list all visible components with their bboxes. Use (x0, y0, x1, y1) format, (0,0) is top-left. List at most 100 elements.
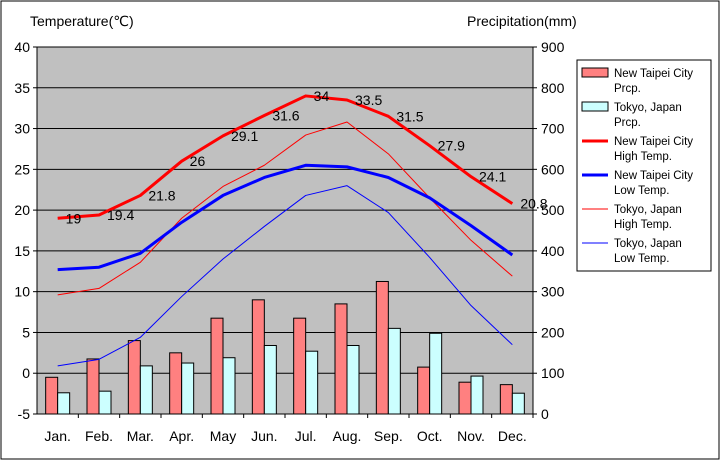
x-tick-label: Jun. (251, 428, 277, 444)
left-axis-title: Temperature(℃) (30, 13, 134, 29)
x-tick-label: Mar. (127, 428, 154, 444)
temp-line-0 (57, 94, 514, 220)
prcp-bar-0 (458, 381, 472, 415)
prcp-bar-0 (417, 366, 431, 415)
high-temp-label: 31.6 (272, 108, 299, 124)
legend-label: Tokyo, Japan (614, 204, 682, 216)
prcp-bar-0 (375, 280, 389, 415)
legend-swatch (581, 101, 609, 112)
legend-label: New Taipei City (614, 170, 693, 182)
high-temp-label: 19 (66, 210, 82, 226)
data-labels: 19 19.4 21.8 26 29.1 31.6 34 33.5 31.5 27.9 24.1 20… (66, 88, 548, 226)
right-tick-label: 500 (541, 202, 565, 218)
legend-label: Prcp. (614, 83, 641, 95)
x-tick-label: Sep. (374, 428, 403, 444)
x-tick-label: Dec. (498, 428, 527, 444)
legend-label: Low Temp. (614, 253, 669, 265)
right-tick-label: 200 (541, 324, 565, 340)
x-tick-label: Apr. (169, 428, 194, 444)
x-tick-label: Aug. (333, 428, 362, 444)
left-tick-label: 15 (14, 243, 30, 259)
legend-label: High Temp. (614, 219, 672, 231)
prcp-bar-0 (86, 358, 100, 415)
prcp-bar-1 (181, 362, 195, 415)
x-tick-label: Nov. (457, 428, 485, 444)
high-temp-label: 19.4 (107, 207, 134, 223)
left-tick-label: 5 (22, 324, 30, 340)
prcp-bar-1 (263, 344, 277, 415)
right-tick-label: 0 (541, 406, 549, 422)
x-tick-label: Oct. (417, 428, 443, 444)
right-axis-ticks: 0 100 200 300 400 500 600 700 800 900 (533, 39, 565, 422)
temp-line-3 (57, 185, 513, 367)
prcp-bar-1 (222, 357, 236, 415)
temp-line-1 (57, 163, 514, 272)
right-tick-label: 100 (541, 365, 565, 381)
left-tick-label: 0 (22, 365, 30, 381)
legend-label: Prcp. (614, 117, 641, 129)
prcp-bar-0 (127, 340, 141, 415)
left-tick-label: 40 (14, 39, 30, 55)
temperature-lines (57, 94, 514, 367)
right-axis-title: Precipitation(mm) (467, 13, 577, 29)
prcp-bar-1 (346, 344, 360, 415)
prcp-bar-1 (305, 350, 319, 415)
legend-label: Tokyo, Japan (614, 102, 682, 114)
prcp-bar-0 (169, 352, 183, 415)
x-tick-label: May (210, 428, 236, 444)
prcp-bar-0 (293, 317, 307, 415)
legend-label: Low Temp. (614, 185, 669, 197)
temp-line-2 (57, 121, 513, 296)
plot-area (36, 46, 534, 415)
left-tick-label: 25 (14, 161, 30, 177)
legend: New Taipei City Prcp. Tokyo, Japan Prcp. New… (576, 59, 712, 272)
left-tick-label: 30 (14, 121, 30, 137)
prcp-bar-1 (98, 390, 112, 415)
prcp-bar-1 (470, 375, 484, 415)
high-temp-label: 21.8 (148, 187, 175, 203)
x-axis-ticks: Jan. Feb. Mar. Apr. May Jun. Jul. Aug. Sep. Oct. N… (44, 414, 534, 444)
legend-swatch (581, 67, 609, 78)
right-tick-label: 600 (541, 161, 565, 177)
legend-label: High Temp. (614, 151, 672, 163)
prcp-bar-0 (210, 317, 224, 415)
prcp-bar-1 (387, 327, 401, 415)
prcp-bar-0 (334, 303, 348, 415)
high-temp-label: 33.5 (355, 92, 382, 108)
high-temp-label: 24.1 (479, 169, 506, 185)
left-tick-label: 10 (14, 284, 30, 300)
left-tick-label: -5 (18, 406, 31, 422)
prcp-bar-1 (139, 365, 153, 415)
left-tick-label: 20 (14, 202, 30, 218)
right-tick-label: 300 (541, 284, 565, 300)
high-temp-label: 29.1 (231, 128, 258, 144)
legend-label: New Taipei City (614, 68, 693, 80)
prcp-bar-0 (499, 384, 513, 415)
left-tick-label: 35 (14, 80, 30, 96)
precipitation-bars (45, 280, 525, 415)
high-temp-label: 26 (190, 153, 206, 169)
right-tick-label: 700 (541, 121, 565, 137)
x-tick-label: Jul. (295, 428, 317, 444)
legend-label: New Taipei City (614, 136, 693, 148)
high-temp-label: 31.5 (396, 108, 423, 124)
right-tick-label: 900 (541, 39, 565, 55)
x-tick-label: Feb. (85, 428, 113, 444)
prcp-bar-1 (57, 392, 71, 415)
high-temp-label: 20.8 (520, 196, 547, 212)
x-tick-label: Jan. (44, 428, 70, 444)
high-temp-label: 27.9 (438, 138, 465, 154)
prcp-bar-0 (251, 299, 265, 415)
prcp-bar-1 (511, 392, 525, 415)
prcp-bar-0 (45, 376, 59, 415)
prcp-bar-1 (429, 332, 443, 415)
legend-label: Tokyo, Japan (614, 238, 682, 250)
right-tick-label: 800 (541, 80, 565, 96)
gridlines (37, 87, 533, 374)
high-temp-label: 34 (314, 88, 330, 104)
right-tick-label: 400 (541, 243, 565, 259)
left-axis-ticks: -5 0 5 10 15 20 25 30 35 40 (14, 39, 37, 422)
legend-box (576, 59, 712, 272)
